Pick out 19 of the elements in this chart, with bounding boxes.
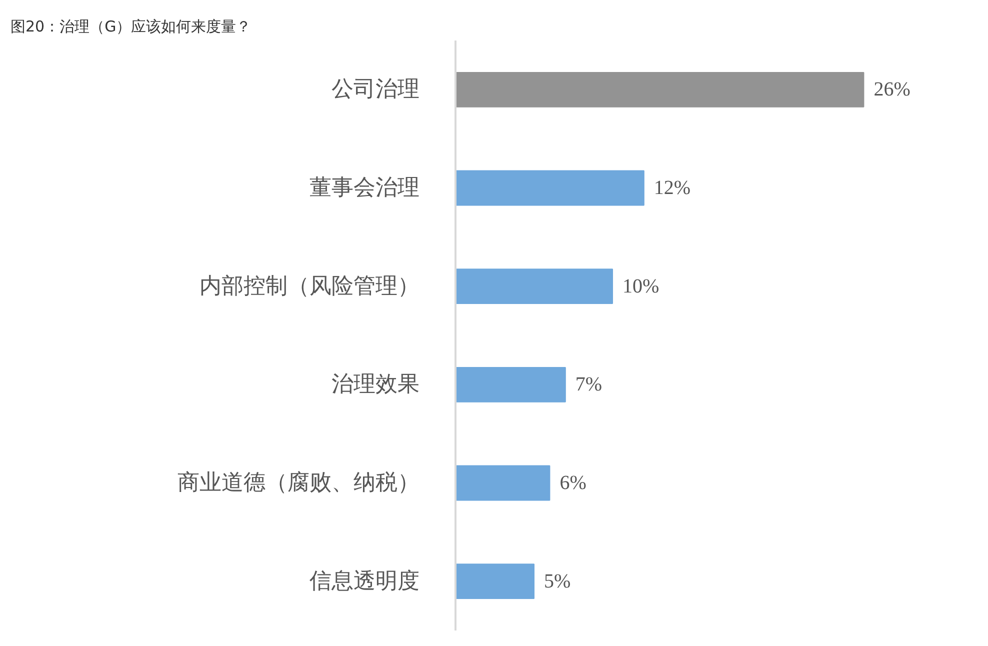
data-label: 26% [874,78,910,101]
data-label: 5% [544,570,571,592]
y-tick-label: 治理效果 [332,372,420,398]
data-label: 12% [654,177,691,199]
text: 图20：治理（G）应该如何来度量？ [10,18,252,36]
bar [456,170,644,206]
y-tick-label: 信息透明度 [310,568,420,594]
data-label: 7% [575,374,602,396]
data-label: 10% [622,275,660,298]
bar [456,268,613,304]
y-tick-label: 公司治理 [332,77,420,102]
bar [456,465,550,501]
bar [456,366,566,402]
y-tick-label: 内部控制（风险管理） [200,274,420,299]
data-label: 6% [560,472,586,494]
y-tick-label: 董事会治理 [310,176,420,200]
y-tick-label: 商业道德（腐败、纳税） [178,470,420,496]
bar [456,564,534,600]
bar [456,72,864,108]
